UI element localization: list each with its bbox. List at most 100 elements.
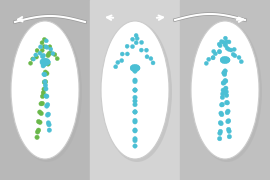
Circle shape [133, 118, 137, 123]
Circle shape [226, 58, 230, 62]
Circle shape [44, 87, 48, 91]
Circle shape [222, 80, 226, 85]
Circle shape [135, 65, 139, 69]
Circle shape [41, 53, 46, 58]
Circle shape [225, 100, 229, 105]
Circle shape [225, 110, 229, 115]
Circle shape [130, 67, 134, 71]
Circle shape [133, 137, 137, 141]
Circle shape [231, 52, 235, 56]
Circle shape [133, 144, 137, 148]
Circle shape [43, 70, 48, 74]
Circle shape [43, 72, 47, 77]
Circle shape [226, 58, 230, 62]
Circle shape [227, 47, 231, 51]
Circle shape [218, 121, 223, 125]
Circle shape [131, 68, 136, 71]
Ellipse shape [191, 21, 259, 159]
Circle shape [39, 111, 43, 116]
Circle shape [38, 120, 42, 125]
Circle shape [120, 58, 124, 63]
Circle shape [36, 119, 41, 124]
Circle shape [140, 40, 144, 44]
Circle shape [35, 135, 39, 140]
Circle shape [114, 65, 118, 69]
Circle shape [237, 55, 241, 59]
Circle shape [133, 78, 137, 82]
Circle shape [219, 111, 223, 115]
Ellipse shape [12, 22, 82, 162]
Circle shape [220, 57, 224, 61]
Circle shape [211, 56, 215, 60]
Circle shape [212, 50, 216, 53]
Circle shape [220, 95, 225, 100]
Circle shape [130, 45, 134, 49]
Circle shape [145, 55, 149, 59]
Circle shape [47, 128, 52, 132]
Circle shape [223, 36, 227, 40]
Circle shape [218, 44, 222, 48]
Circle shape [133, 138, 137, 143]
Circle shape [136, 66, 140, 70]
Circle shape [144, 48, 149, 52]
Circle shape [217, 136, 222, 141]
Circle shape [38, 110, 42, 114]
Circle shape [32, 57, 35, 61]
Circle shape [40, 94, 45, 98]
Circle shape [38, 51, 42, 55]
Circle shape [39, 102, 43, 106]
Circle shape [133, 95, 137, 100]
Circle shape [133, 110, 137, 114]
Circle shape [134, 41, 138, 45]
Circle shape [220, 59, 224, 63]
Circle shape [46, 60, 50, 64]
Circle shape [227, 129, 231, 133]
Circle shape [46, 62, 50, 66]
Circle shape [42, 87, 46, 91]
Bar [0, 0, 90, 180]
Circle shape [49, 47, 53, 51]
Circle shape [225, 40, 229, 44]
Circle shape [135, 67, 139, 71]
Circle shape [220, 103, 224, 107]
Circle shape [48, 45, 52, 49]
Circle shape [227, 134, 232, 139]
Circle shape [227, 127, 231, 132]
Circle shape [226, 119, 230, 124]
Circle shape [35, 48, 39, 53]
Circle shape [133, 129, 137, 133]
Circle shape [43, 83, 48, 87]
Circle shape [42, 72, 46, 76]
Circle shape [42, 37, 46, 41]
Circle shape [46, 112, 50, 116]
Circle shape [149, 57, 153, 61]
Circle shape [49, 51, 52, 55]
Circle shape [46, 60, 50, 64]
Circle shape [45, 61, 49, 65]
Circle shape [125, 52, 129, 56]
Circle shape [45, 61, 49, 65]
Circle shape [133, 79, 137, 84]
Circle shape [136, 66, 140, 70]
Ellipse shape [102, 22, 172, 162]
Circle shape [133, 99, 137, 103]
Circle shape [31, 57, 35, 61]
Circle shape [220, 102, 224, 107]
Circle shape [239, 60, 243, 64]
Circle shape [225, 59, 229, 63]
Circle shape [41, 91, 46, 95]
Circle shape [204, 61, 208, 65]
Circle shape [229, 48, 233, 52]
Circle shape [29, 61, 33, 65]
Ellipse shape [11, 21, 79, 159]
Circle shape [43, 80, 47, 84]
Circle shape [125, 44, 129, 48]
Circle shape [53, 53, 57, 57]
Circle shape [233, 54, 237, 58]
Circle shape [45, 102, 50, 107]
Circle shape [222, 72, 227, 76]
Circle shape [45, 113, 50, 117]
Circle shape [222, 70, 227, 75]
Circle shape [207, 57, 211, 61]
Circle shape [120, 52, 124, 56]
